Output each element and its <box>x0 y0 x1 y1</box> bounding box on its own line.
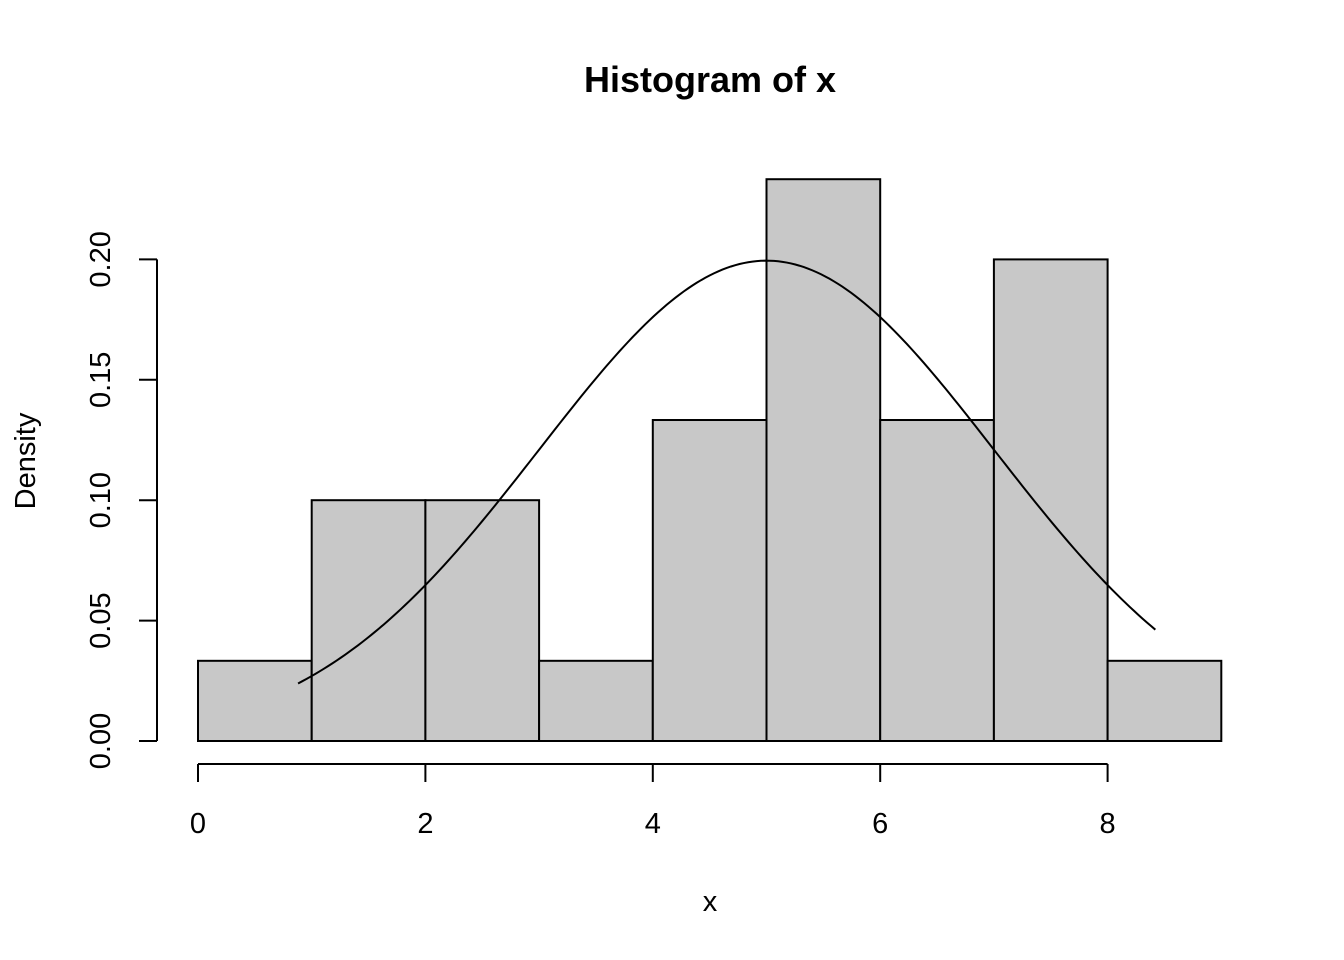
histogram-bar-6 <box>879 419 995 742</box>
y-tick-label-3: 0.15 <box>85 352 117 408</box>
histogram-bar-1 <box>310 499 427 743</box>
density-curve <box>297 259 1156 685</box>
x-tick-label-1: 2 <box>417 808 433 840</box>
histogram-bars <box>197 178 1223 743</box>
y-tick-label-0: 0.00 <box>85 713 117 769</box>
x-tick-label-0: 0 <box>190 808 206 840</box>
y-tick-label-2: 0.10 <box>85 472 117 528</box>
y-axis-label: Density <box>10 412 42 509</box>
chart-title: Histogram of x <box>584 59 836 100</box>
histogram-bar-7 <box>992 258 1109 742</box>
x-tick-label-2: 4 <box>645 808 661 840</box>
x-tick-label-3: 6 <box>872 808 888 840</box>
y-axis: 0.00 0.05 0.10 0.15 0.20 <box>85 231 158 769</box>
x-axis: 0 2 4 6 8 <box>190 763 1116 840</box>
histogram-bar-3 <box>538 659 654 742</box>
y-tick-label-1: 0.05 <box>85 592 117 648</box>
histogram-bar-8 <box>1106 659 1223 742</box>
histogram-bar-4 <box>651 419 768 742</box>
y-tick-label-4: 0.20 <box>85 231 117 287</box>
x-tick-label-4: 8 <box>1100 808 1116 840</box>
x-axis-label: x <box>703 886 718 918</box>
histogram-bar-0 <box>197 659 313 742</box>
histogram-bar-2 <box>424 499 541 743</box>
histogram-bar-5 <box>765 178 882 742</box>
